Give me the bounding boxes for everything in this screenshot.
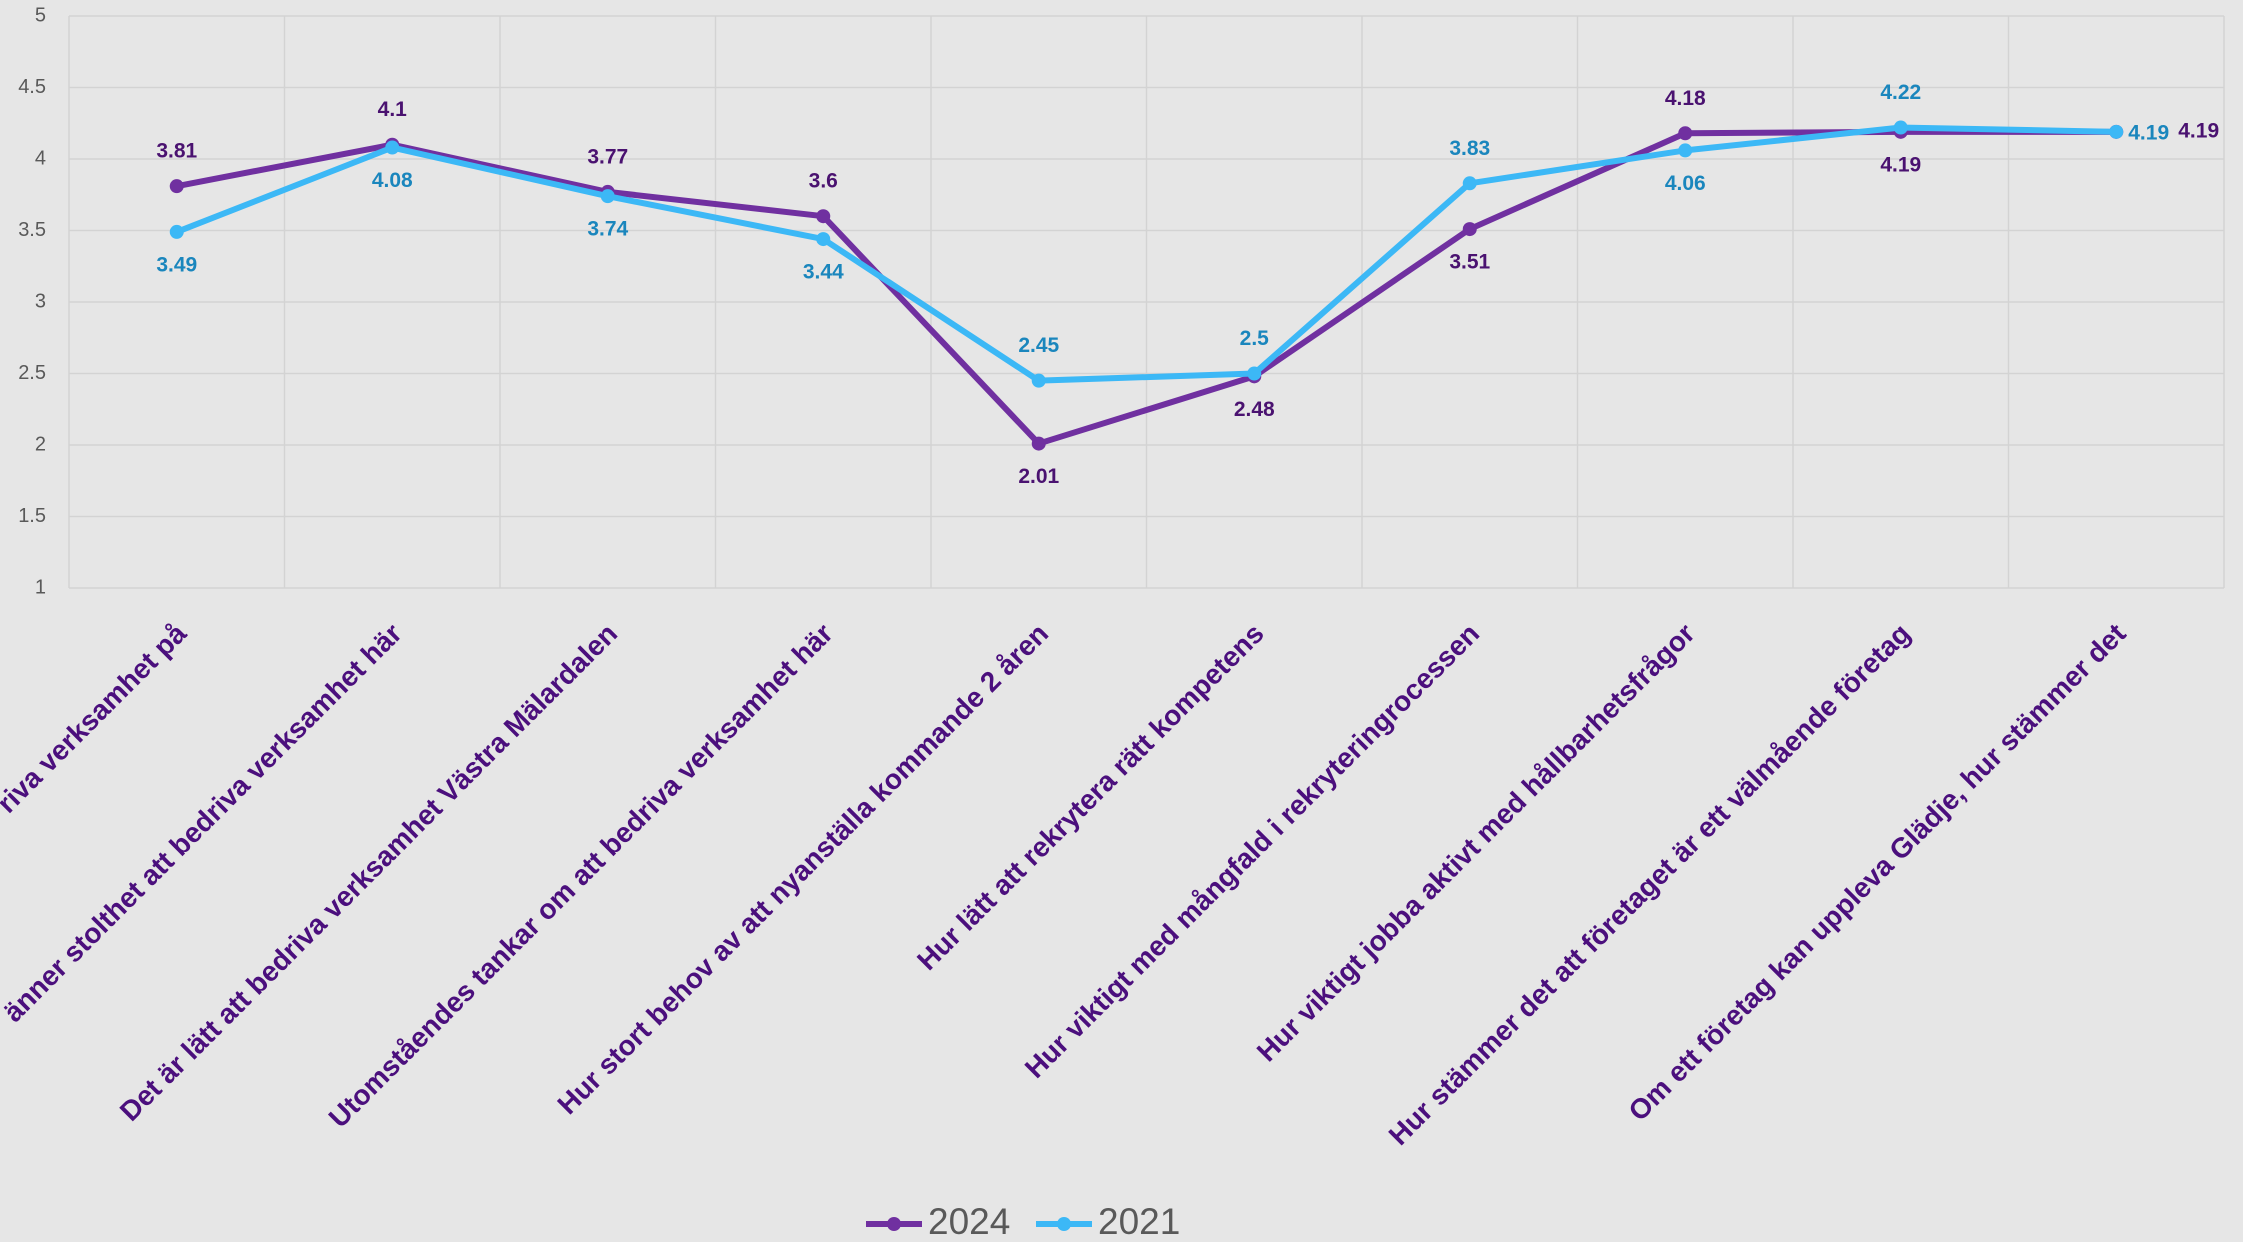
x-tick-label: Hur viktigt jobba aktivt med hållbarhets… bbox=[1251, 617, 1701, 1067]
data-label: 4.19 bbox=[2178, 119, 2219, 142]
data-point bbox=[1247, 366, 1262, 381]
y-tick-label: 4 bbox=[35, 147, 46, 169]
data-label: 4.08 bbox=[372, 169, 413, 192]
data-point bbox=[1462, 176, 1477, 191]
data-label: 3.81 bbox=[156, 140, 197, 163]
series-line bbox=[176, 128, 2117, 447]
data-label: 3.44 bbox=[803, 261, 844, 284]
y-tick-label: 2.5 bbox=[18, 362, 46, 384]
legend-label: 2024 bbox=[928, 1201, 1010, 1242]
data-label: 4.06 bbox=[1665, 172, 1706, 195]
data-point bbox=[1678, 126, 1693, 141]
data-label: 4.22 bbox=[1880, 81, 1921, 104]
data-label: 2.01 bbox=[1018, 465, 1059, 488]
data-point bbox=[385, 140, 400, 155]
data-label: 2.48 bbox=[1234, 398, 1275, 421]
y-tick-label: 1.5 bbox=[18, 505, 46, 527]
data-point bbox=[600, 189, 615, 204]
data-label: 4.1 bbox=[378, 98, 408, 121]
series-line bbox=[175, 124, 2117, 384]
x-tick-label: riva verksamhet på bbox=[0, 617, 193, 819]
y-tick-label: 3 bbox=[35, 290, 46, 312]
data-point bbox=[1678, 143, 1693, 158]
data-label: 3.6 bbox=[809, 170, 838, 193]
data-point bbox=[1893, 120, 1908, 135]
data-point bbox=[816, 232, 831, 247]
y-tick-label: 1 bbox=[35, 576, 46, 598]
x-tick-label: Utomståendes tankar om att bedriva verks… bbox=[323, 617, 839, 1133]
x-tick-label: Hur viktigt med mångfald i rekryteringro… bbox=[1019, 618, 1485, 1084]
data-label: 3.49 bbox=[156, 253, 197, 276]
data-point bbox=[1031, 436, 1046, 451]
data-label: 2.5 bbox=[1240, 327, 1270, 350]
data-point bbox=[1031, 373, 1046, 388]
data-label: 4.19 bbox=[1880, 153, 1921, 176]
x-tick-label: Om ett företag kan uppleva Glädje, hur s… bbox=[1622, 618, 2131, 1127]
data-label: 2.45 bbox=[1018, 334, 1059, 357]
y-tick-label: 4.5 bbox=[18, 76, 46, 98]
data-label: 4.18 bbox=[1665, 87, 1706, 110]
data-label: 3.77 bbox=[587, 145, 628, 168]
data-label: 3.74 bbox=[587, 218, 628, 241]
data-point bbox=[1462, 222, 1477, 237]
data-label: 3.51 bbox=[1449, 251, 1490, 274]
y-tick-label: 5 bbox=[35, 4, 46, 26]
legend-marker bbox=[1057, 1217, 1071, 1231]
legend-label: 2021 bbox=[1098, 1201, 1180, 1242]
legend-marker bbox=[887, 1217, 901, 1231]
x-tick-label: Hur stämmer det att företaget är ett väl… bbox=[1383, 618, 1917, 1152]
data-label: 4.19 bbox=[2128, 121, 2169, 144]
data-point bbox=[2109, 124, 2124, 139]
data-point bbox=[169, 179, 184, 194]
y-tick-label: 2 bbox=[35, 433, 46, 455]
x-tick-label: Hur lätt att rekrytera rätt kompetens bbox=[911, 618, 1270, 977]
x-tick-label: Det är lätt att bedriva verksamhet Västr… bbox=[114, 618, 623, 1127]
data-label: 3.83 bbox=[1449, 137, 1490, 160]
data-point bbox=[816, 209, 831, 224]
x-tick-label: änner stolthet att bedriva verksamhet hä… bbox=[0, 617, 408, 1027]
data-point bbox=[169, 224, 184, 239]
x-tick-label: Hur stort behov av att nyanställa komman… bbox=[551, 618, 1054, 1121]
y-tick-label: 3.5 bbox=[18, 219, 46, 241]
